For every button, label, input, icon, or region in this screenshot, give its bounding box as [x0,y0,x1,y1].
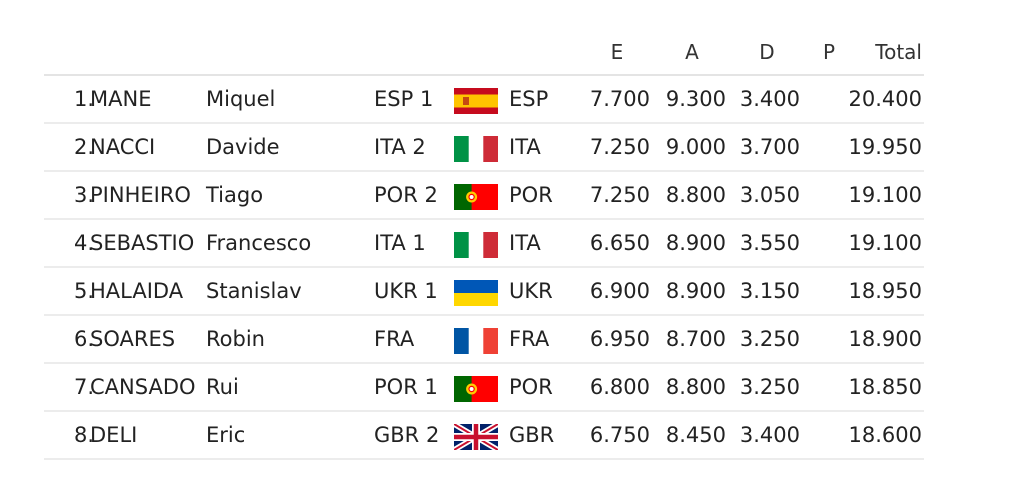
table-row: 4. SEBASTIO Francesco ITA 1 ITA 6.650 8.900 3.5… [44,220,924,268]
athlete-first-name: Stanislav [206,279,302,303]
score-total: 19.100 [848,231,922,255]
score-e: 7.250 [589,135,650,159]
score-d: 3.050 [739,183,800,207]
score-e: 7.700 [589,87,650,111]
score-total: 19.950 [848,135,922,159]
table-row: 3. PINHEIRO Tiago POR 2 POR 7.250 8.800 3.050 19… [44,172,924,220]
score-e: 6.900 [589,279,650,303]
score-d: 3.250 [739,375,800,399]
score-a: 8.700 [665,327,726,351]
team-code: GBR 2 [374,423,440,447]
score-d: 3.150 [739,279,800,303]
score-e: 6.650 [589,231,650,255]
score-total: 18.850 [848,375,922,399]
score-total: 18.900 [848,327,922,351]
score-e: 7.250 [589,183,650,207]
header-d: D [759,40,775,64]
score-d: 3.700 [739,135,800,159]
athlete-last-name: SEBASTIO [90,231,195,255]
score-a: 8.900 [665,231,726,255]
nation-code: POR [509,183,553,207]
nation-code: UKR [509,279,553,303]
athlete-last-name: NACCI [90,135,156,159]
athlete-last-name: SOARES [90,327,176,351]
table-row: 5. HALAIDA Stanislav UKR 1 UKR 6.900 8.900 3.15… [44,268,924,316]
nation-code: POR [509,375,553,399]
athlete-first-name: Davide [206,135,280,159]
team-code: FRA [374,327,415,351]
rank: 2. [73,135,94,159]
header-p: P [822,40,836,64]
rank: 8. [73,423,94,447]
athlete-last-name: PINHEIRO [90,183,191,207]
nation-code: FRA [509,327,550,351]
portugal-flag-icon [454,376,498,402]
athlete-last-name: DELI [90,423,138,447]
team-code: UKR 1 [374,279,438,303]
score-a: 9.300 [665,87,726,111]
score-total: 18.950 [848,279,922,303]
table-row: 2. NACCI Davide ITA 2 ITA 7.250 9.000 3.700 19.9… [44,124,924,172]
rank: 4. [73,231,94,255]
athlete-first-name: Miquel [206,87,276,111]
italy-flag-icon [454,232,498,258]
athlete-first-name: Tiago [206,183,264,207]
score-d: 3.400 [739,87,800,111]
header-total: Total [875,40,922,64]
table-body: 1. MANE Miquel ESP 1 ESP 7.700 9.300 3.400 20.40… [44,76,924,460]
score-a: 8.800 [665,183,726,207]
table-row: 8. DELI Eric GBR 2 GBR 6.750 8.450 3.400 18.600 [44,412,924,460]
rank: 6. [73,327,94,351]
score-e: 6.950 [589,327,650,351]
team-code: ESP 1 [374,87,434,111]
spain-flag-icon [454,88,498,114]
table-header: E A D P Total [44,32,924,76]
score-d: 3.250 [739,327,800,351]
table-row: 6. SOARES Robin FRA FRA 6.950 8.700 3.250 18.900 [44,316,924,364]
athlete-first-name: Robin [206,327,265,351]
score-d: 3.400 [739,423,800,447]
score-total: 20.400 [848,87,922,111]
italy-flag-icon [454,136,498,162]
athlete-first-name: Rui [206,375,239,399]
score-a: 8.450 [665,423,726,447]
rank: 5. [73,279,94,303]
rank: 3. [73,183,94,207]
score-a: 8.900 [665,279,726,303]
score-total: 18.600 [848,423,922,447]
table-row: 7. CANSADO Rui POR 1 POR 6.800 8.800 3.250 18.85… [44,364,924,412]
team-code: POR 1 [374,375,438,399]
score-e: 6.800 [589,375,650,399]
portugal-flag-icon [454,184,498,210]
athlete-first-name: Francesco [206,231,312,255]
nation-code: GBR [509,423,555,447]
score-a: 9.000 [665,135,726,159]
team-code: POR 2 [374,183,438,207]
team-code: ITA 2 [374,135,426,159]
athlete-last-name: HALAIDA [90,279,184,303]
athlete-last-name: MANE [90,87,152,111]
table-row: 1. MANE Miquel ESP 1 ESP 7.700 9.300 3.400 20.40… [44,76,924,124]
header-e: E [610,40,624,64]
score-d: 3.550 [739,231,800,255]
nation-code: ESP [509,87,549,111]
nation-code: ITA [509,231,541,255]
ukraine-flag-icon [454,280,498,306]
rank: 1. [73,87,94,111]
rank: 7. [73,375,94,399]
athlete-last-name: CANSADO [90,375,196,399]
athlete-first-name: Eric [206,423,246,447]
team-code: ITA 1 [374,231,426,255]
score-a: 8.800 [665,375,726,399]
france-flag-icon [454,328,498,354]
score-total: 19.100 [848,183,922,207]
header-a: A [685,40,699,64]
results-table: E A D P Total 1. MANE Miquel ESP 1 ESP 7.700 9… [44,32,924,460]
uk-flag-icon [454,424,498,450]
score-e: 6.750 [589,423,650,447]
nation-code: ITA [509,135,541,159]
